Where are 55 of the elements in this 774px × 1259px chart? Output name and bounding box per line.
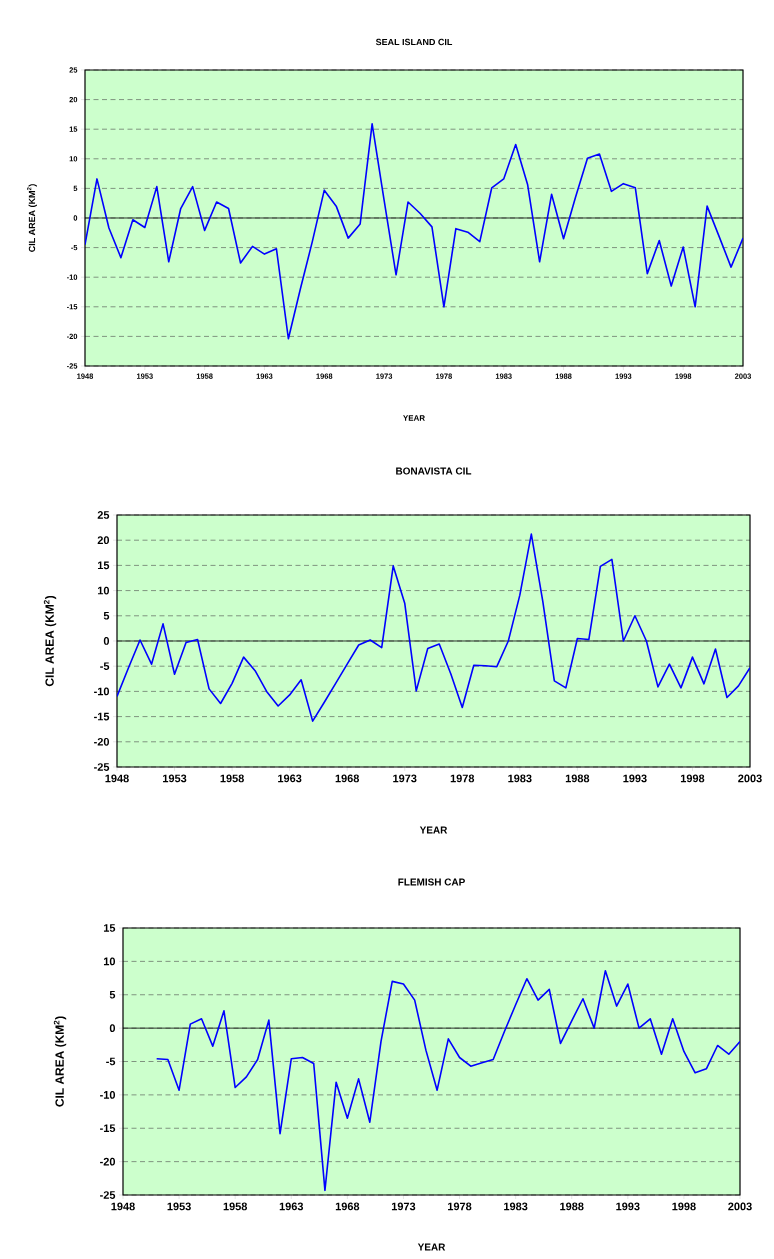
y-tick-label: 15 bbox=[103, 924, 116, 932]
x-tick-label: 1948 bbox=[105, 774, 129, 783]
y-tick-label: -20 bbox=[94, 737, 110, 746]
y-tick-label: 5 bbox=[109, 990, 116, 999]
y-tick-label: -15 bbox=[100, 1124, 116, 1133]
y-tick-label: 20 bbox=[97, 536, 110, 545]
x-tick-label: 1988 bbox=[565, 774, 590, 783]
y-tick-label: 15 bbox=[97, 561, 110, 570]
y-axis-title: CIL AREA (KM$^{2}$) bbox=[27, 184, 37, 252]
y-tick-label: -5 bbox=[100, 662, 110, 671]
x-tick-label: 1973 bbox=[393, 774, 417, 783]
x-tick-label: 1963 bbox=[278, 774, 302, 783]
x-tick-label: 1998 bbox=[680, 774, 705, 783]
line-series bbox=[117, 533, 750, 722]
y-tick-label: -25 bbox=[94, 763, 110, 771]
line-series bbox=[155, 969, 740, 1192]
y-tick-label: -10 bbox=[94, 687, 110, 696]
x-tick-label: 1998 bbox=[672, 1202, 696, 1211]
x-tick-label: 1983 bbox=[508, 774, 532, 783]
chart-title: BONAVISTA CIL bbox=[396, 467, 472, 475]
x-tick-label: 1953 bbox=[167, 1202, 191, 1211]
y-tick-label: -15 bbox=[94, 712, 110, 721]
y-tick-label: -25 bbox=[100, 1191, 116, 1199]
y-tick-label: 5 bbox=[103, 611, 110, 620]
x-tick-label: 2003 bbox=[738, 774, 762, 783]
y-tick-label: 10 bbox=[97, 586, 110, 595]
x-tick-label: 1988 bbox=[560, 1202, 584, 1211]
x-tick-label: 1978 bbox=[448, 1202, 472, 1211]
y-axis-title: CIL AREA (KM$^{2}$) bbox=[53, 1016, 67, 1107]
y-tick-label: 25 bbox=[97, 511, 110, 519]
y-tick-label: -10 bbox=[100, 1091, 116, 1099]
x-tick-label: 1968 bbox=[335, 774, 360, 783]
y-tick-label: 0 bbox=[103, 637, 110, 645]
y-tick-label: -20 bbox=[100, 1157, 116, 1166]
y-tick-label: 0 bbox=[109, 1024, 116, 1033]
y-axis-title: CIL AREA (KM$^{2}$) bbox=[43, 595, 57, 687]
x-tick-label: 1953 bbox=[163, 774, 187, 783]
y-tick-label: 10 bbox=[103, 957, 116, 966]
x-tick-label: 1993 bbox=[616, 1202, 640, 1211]
x-tick-label: 1993 bbox=[623, 774, 647, 783]
x-tick-label: 1968 bbox=[335, 1202, 360, 1211]
line-series bbox=[85, 123, 743, 340]
x-tick-label: 2003 bbox=[728, 1202, 752, 1211]
x-tick-label: 1983 bbox=[504, 1202, 528, 1211]
chart-title: FLEMISH CAP bbox=[398, 878, 465, 886]
x-tick-label: 1958 bbox=[220, 774, 244, 783]
x-tick-label: 1978 bbox=[450, 774, 475, 783]
x-axis-title: YEAR bbox=[417, 1243, 446, 1251]
x-axis-title: YEAR bbox=[419, 826, 448, 834]
x-tick-label: 1948 bbox=[111, 1202, 135, 1211]
x-tick-label: 1963 bbox=[279, 1202, 304, 1211]
y-tick-label: -5 bbox=[106, 1057, 116, 1066]
chart-title: SEAL ISLAND CIL bbox=[375, 38, 453, 46]
x-tick-label: 1958 bbox=[223, 1202, 248, 1211]
x-tick-label: 1973 bbox=[391, 1202, 416, 1211]
